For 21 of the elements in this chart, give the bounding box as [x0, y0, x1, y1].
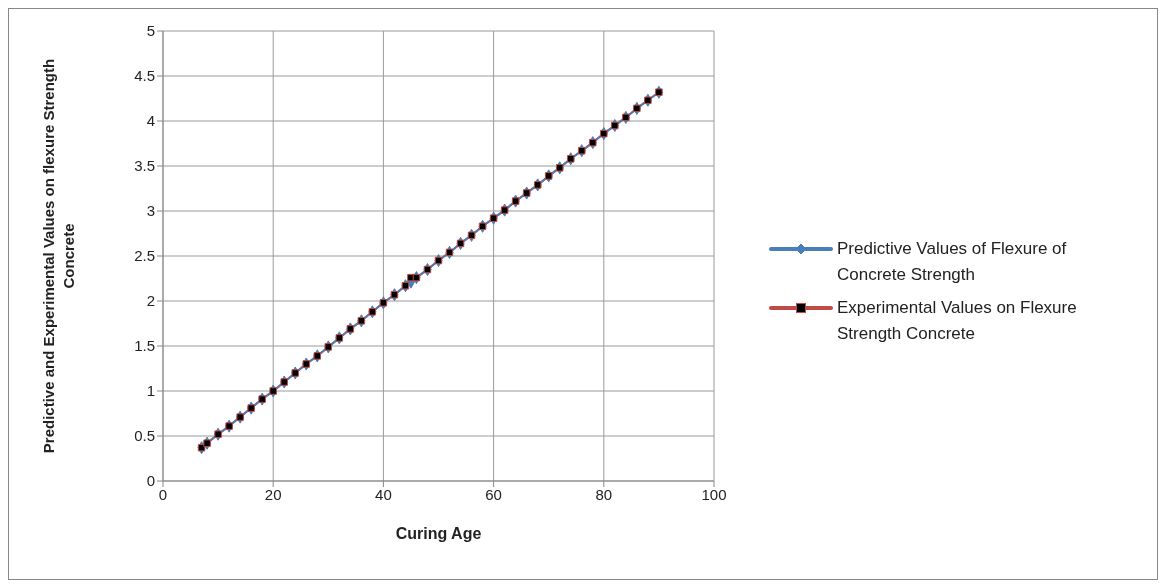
legend-label: Experimental Values on Flexure Strength Concrete [837, 297, 1078, 345]
x-tick-label: 0 [158, 485, 168, 503]
legend-label: Predictive Values of Flexure of Concrete Strength [837, 238, 1068, 286]
y-tick-label: 2.5 [134, 247, 155, 265]
x-tick-label: 100 [701, 485, 727, 503]
x-tick-label: 80 [595, 485, 613, 503]
y-tick-label: 2 [146, 292, 155, 310]
y-tick-label: 4.5 [134, 67, 155, 85]
y-tick-label: 0 [146, 472, 155, 490]
x-tick-label: 60 [485, 485, 502, 503]
y-tick-label: 0.5 [134, 427, 155, 445]
y-tick-label: 3.5 [134, 157, 155, 175]
y-axis-title: Predictive and Experimental Values on flexure Strength Concrete [39, 57, 78, 456]
y-tick-label: 5 [146, 22, 155, 40]
y-tick-label: 4 [146, 112, 155, 130]
y-tick-label: 1 [146, 382, 155, 400]
x-tick-label: 40 [375, 485, 392, 503]
x-axis-title: Curing Age [395, 525, 482, 542]
y-tick-label: 1.5 [134, 337, 155, 355]
y-tick-label: 3 [146, 202, 155, 220]
x-tick-label: 20 [264, 485, 282, 503]
